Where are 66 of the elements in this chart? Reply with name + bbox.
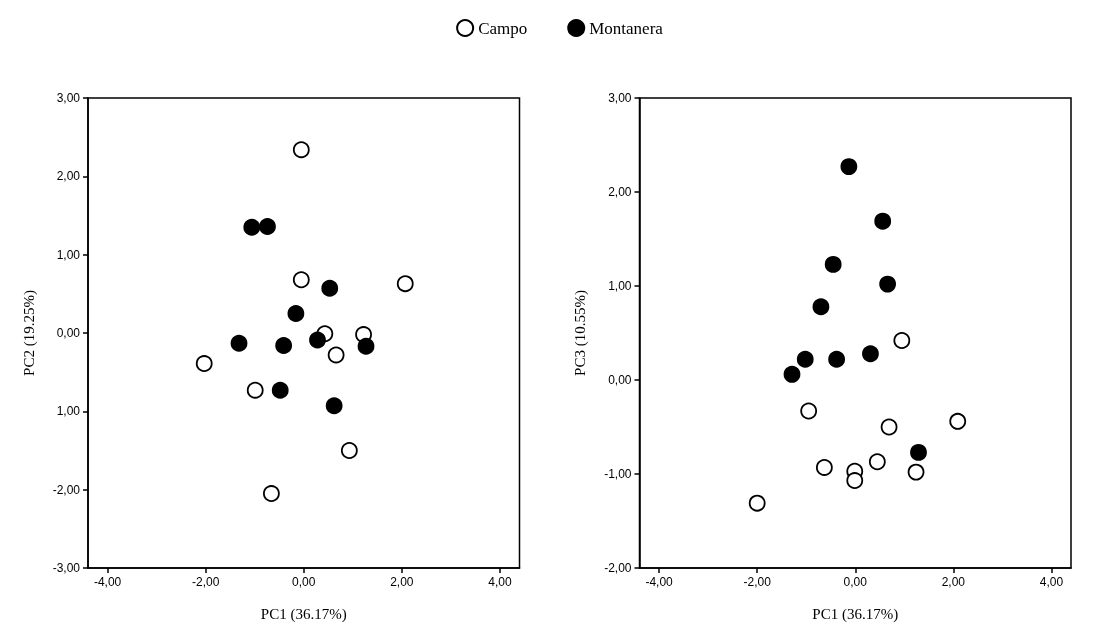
point	[396, 275, 414, 293]
y-tick-label: 3,00	[608, 91, 632, 105]
point	[246, 381, 264, 399]
point	[271, 381, 289, 399]
x-tick-label: 0,00	[843, 575, 868, 589]
y-tick-label: 2,00	[56, 169, 81, 184]
point	[275, 337, 293, 354]
x-axis-title: PC1 (36.17%)	[260, 605, 347, 623]
y-tick-label: 1,00	[56, 247, 81, 262]
y-axis-title: PC2 (19.25%)	[20, 290, 38, 376]
point	[949, 412, 967, 430]
point	[874, 212, 892, 230]
point	[748, 494, 766, 512]
legend-label: Campo	[478, 18, 528, 38]
point	[815, 459, 833, 476]
x-tick-label: 2,00	[390, 575, 414, 589]
point	[327, 346, 345, 364]
point	[846, 472, 864, 489]
y-tick-label: 2,00	[608, 185, 632, 199]
point	[800, 402, 818, 420]
x-tick-label: 4,00	[1039, 575, 1064, 589]
point	[287, 305, 305, 322]
point	[340, 442, 358, 459]
legend-label: Montanera	[589, 18, 664, 38]
point	[828, 350, 846, 368]
x-axis-title: PC1 (36.17%)	[812, 605, 899, 623]
y-tick-label: 1,00	[56, 404, 81, 419]
point	[840, 158, 858, 176]
y-tick-label: -1,00	[604, 467, 632, 481]
point	[880, 418, 898, 436]
point	[292, 271, 310, 289]
y-tick-label: -2,00	[604, 561, 632, 575]
x-tick-label: -4,00	[93, 575, 122, 589]
point	[292, 141, 310, 159]
point	[907, 463, 925, 481]
point	[783, 365, 801, 383]
point	[321, 279, 339, 297]
point	[796, 350, 814, 368]
point	[812, 298, 830, 316]
point	[230, 334, 248, 352]
x-tick-label: 2,00	[941, 575, 966, 589]
x-tick-label: -2,00	[743, 575, 772, 589]
point	[243, 218, 261, 236]
x-tick-label: -4,00	[645, 575, 674, 589]
y-tick-label: 0,00	[608, 373, 632, 387]
y-tick-label: -3,00	[52, 561, 81, 575]
point	[195, 355, 213, 372]
point	[862, 345, 879, 363]
x-tick-label: -2,00	[192, 575, 220, 589]
point	[259, 218, 276, 235]
y-tick-label: 1,00	[608, 279, 632, 293]
y-axis-title: PC3 (10.55%)	[572, 290, 589, 376]
point	[357, 337, 375, 355]
point	[325, 397, 343, 415]
y-tick-label: 3,00	[56, 91, 81, 105]
point	[263, 485, 280, 502]
point	[910, 443, 927, 461]
point	[893, 332, 911, 349]
x-tick-label: 4,00	[488, 575, 512, 589]
point	[868, 453, 886, 471]
point	[879, 275, 897, 293]
point	[309, 331, 326, 349]
y-tick-label: 0,00	[56, 326, 81, 340]
x-tick-label: 0,00	[292, 575, 316, 589]
point	[824, 255, 842, 273]
y-tick-label: -2,00	[52, 482, 81, 497]
